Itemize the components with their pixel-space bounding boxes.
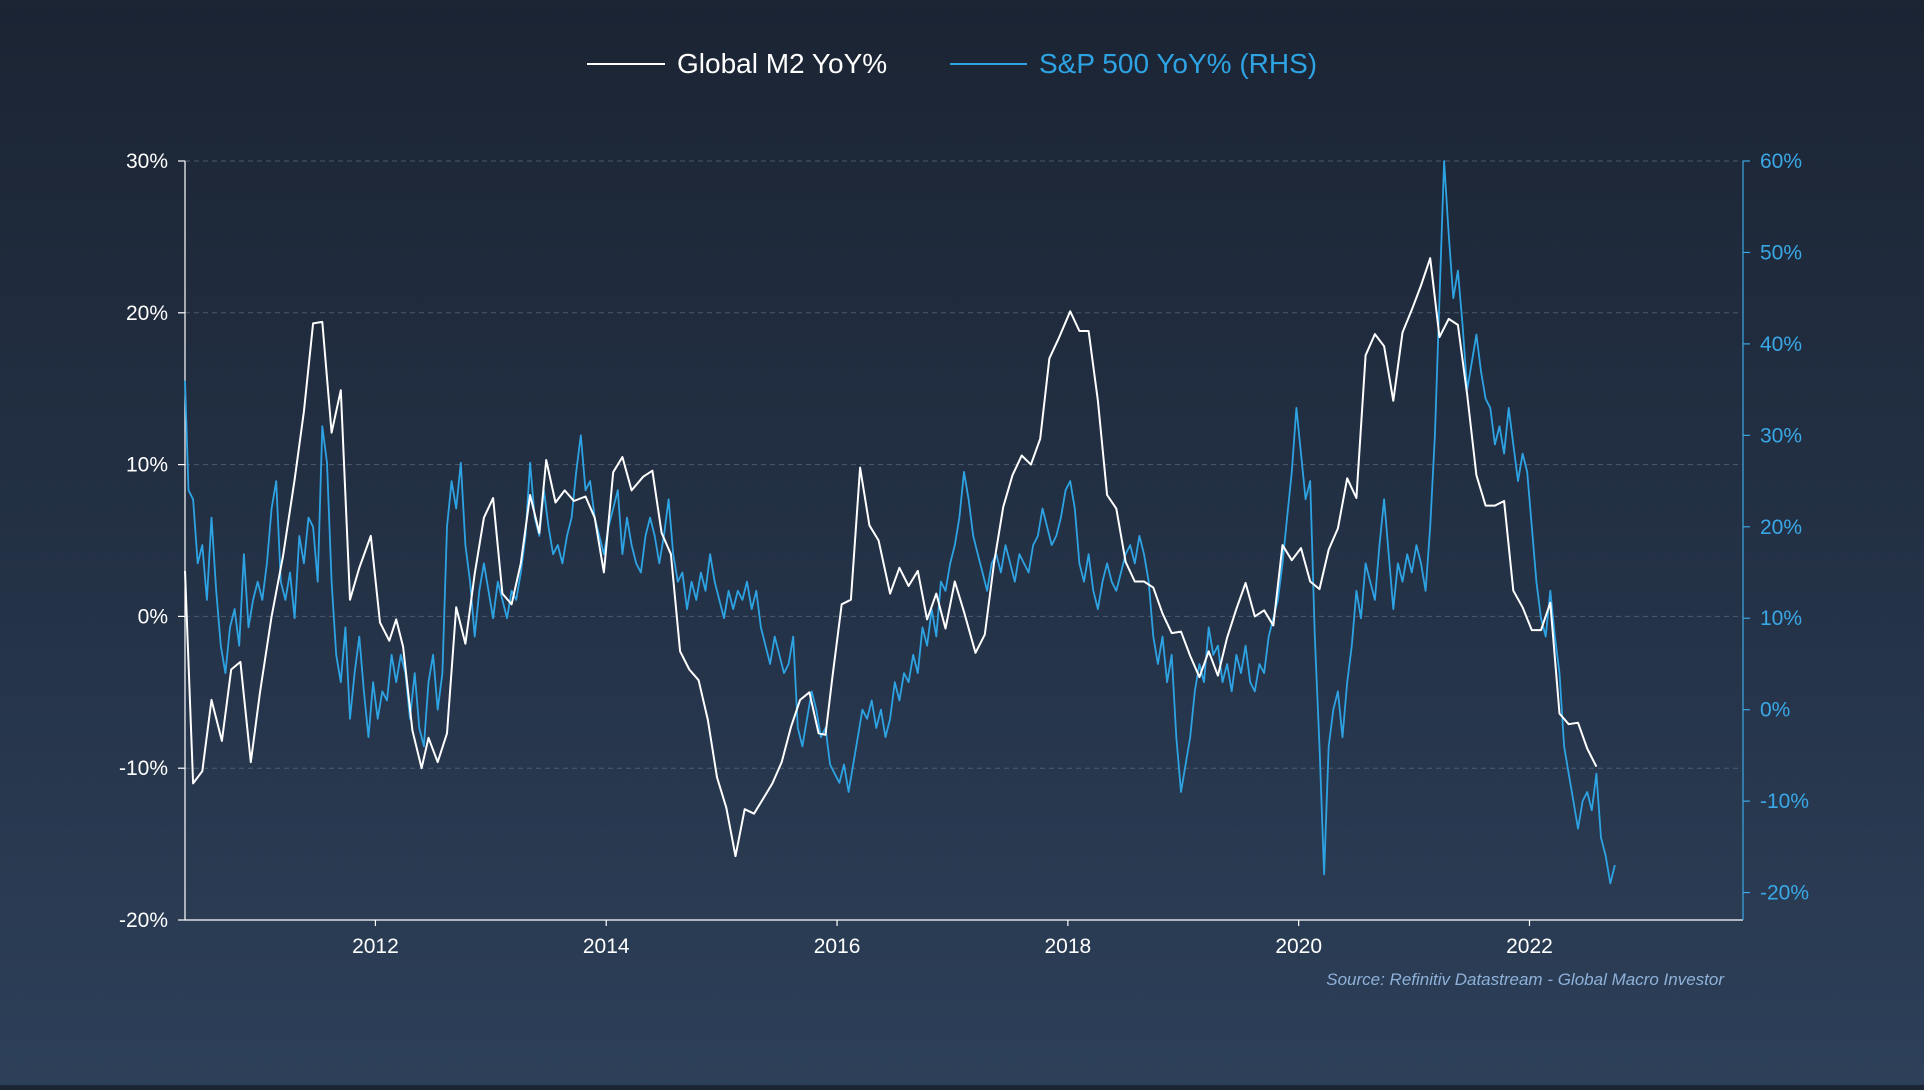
- legend-label-m2: Global M2 YoY%: [677, 48, 887, 79]
- series-line-global-m2: [184, 257, 1598, 858]
- x-tick-label: 2014: [583, 935, 630, 958]
- x-tick-label: 2012: [352, 935, 399, 958]
- right-tick-label: -20%: [1760, 882, 1809, 905]
- axes: 30% 20% 10% 0% -10% -20% 60% 50% 40% 30% 20% 10% 0% -…: [119, 150, 1809, 958]
- source-note: Source: Refinitiv Datastream - Global Ma…: [1326, 970, 1725, 989]
- right-tick-label: 40%: [1760, 333, 1802, 356]
- left-tick-label: 10%: [126, 454, 168, 477]
- x-tick-label: 2018: [1045, 935, 1092, 958]
- left-tick-label: -10%: [119, 757, 168, 780]
- series-layer: [184, 160, 1616, 885]
- right-tick-label: 60%: [1760, 150, 1802, 173]
- series-line-sp500: [184, 160, 1616, 885]
- legend-label-spx: S&P 500 YoY% (RHS): [1039, 48, 1317, 79]
- right-tick-label: 0%: [1760, 699, 1790, 722]
- right-tick-label: 20%: [1760, 516, 1802, 539]
- gridlines: [185, 160, 1743, 769]
- left-tick-label: 0%: [138, 605, 168, 628]
- legend: Global M2 YoY% S&P 500 YoY% (RHS): [587, 48, 1317, 79]
- left-tick-label: 20%: [126, 302, 168, 325]
- right-tick-label: 10%: [1760, 607, 1802, 630]
- x-tick-label: 2020: [1275, 935, 1322, 958]
- left-tick-label: 30%: [126, 150, 168, 173]
- x-tick-label: 2022: [1506, 935, 1553, 958]
- right-tick-label: 30%: [1760, 424, 1802, 447]
- right-tick-label: -10%: [1760, 790, 1809, 813]
- right-tick-label: 50%: [1760, 241, 1802, 264]
- x-tick-label: 2016: [814, 935, 861, 958]
- left-tick-label: -20%: [119, 909, 168, 932]
